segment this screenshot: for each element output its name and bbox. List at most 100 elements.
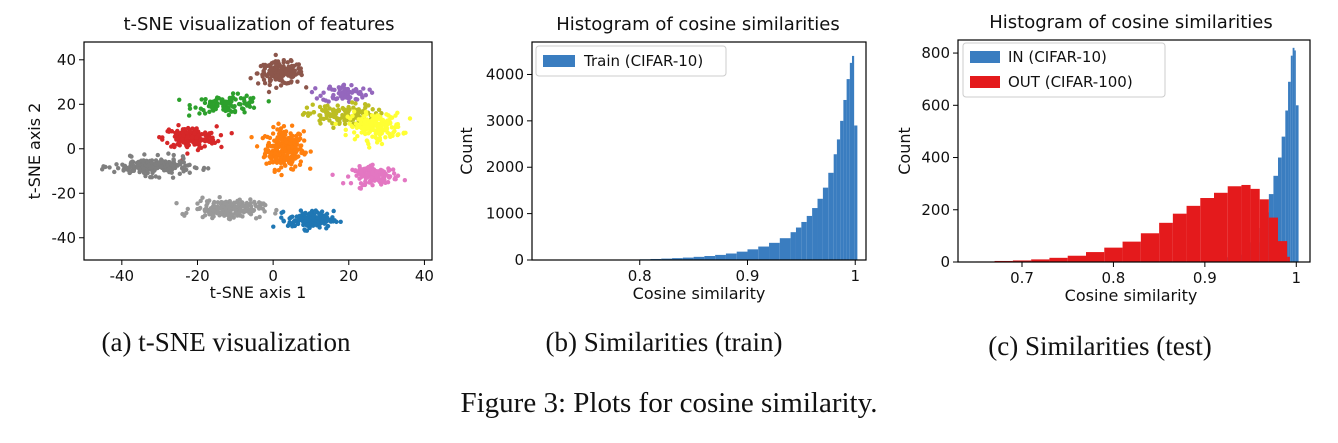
tsne-point [166, 151, 171, 156]
test-legend-in-label: IN (CIFAR-10) [1008, 48, 1107, 66]
tsne-point [223, 106, 229, 112]
tsne-point [160, 137, 165, 142]
tsne-point [298, 143, 303, 148]
tsne-point [370, 127, 375, 132]
tsne-point [189, 134, 195, 140]
tsne-point [174, 137, 179, 142]
tsne-point [280, 79, 285, 84]
tsne-point [300, 112, 306, 117]
tsne-point [156, 175, 162, 180]
tsne-point [197, 111, 202, 116]
tsne-point [407, 116, 413, 121]
tsne-point [279, 75, 284, 80]
hist-bar [1241, 184, 1251, 262]
tsne-point [330, 112, 335, 117]
tsne-point [279, 70, 284, 75]
tsne-point [248, 96, 253, 101]
tsne-point [267, 79, 273, 84]
train-legend-swatch [543, 55, 575, 67]
tsne-point [353, 168, 358, 173]
tsne-point [290, 144, 295, 150]
tsne-point [112, 169, 117, 175]
tsne-point [285, 60, 290, 65]
tsne-point [326, 99, 331, 104]
tsne-point [322, 104, 328, 109]
test-hist-y-tick-label: 800 [921, 44, 950, 62]
tsne-point [271, 224, 276, 229]
tsne-point [317, 104, 323, 110]
tsne-x-ticks: -40 -20 0 20 40 [110, 260, 434, 285]
hist-bar [1067, 255, 1086, 262]
hist-bar [682, 257, 694, 260]
tsne-point [205, 200, 210, 206]
tsne-point [202, 137, 207, 142]
tsne-point [275, 135, 280, 140]
tsne-point [389, 125, 395, 130]
tsne-point [198, 198, 203, 204]
tsne-point [199, 97, 204, 102]
tsne-point [292, 139, 297, 145]
tsne-point [187, 103, 192, 108]
tsne-point [392, 128, 397, 134]
tsne-y-tick-label: -40 [52, 229, 77, 247]
tsne-point [321, 97, 326, 102]
tsne-y-tick-label: 20 [57, 95, 76, 113]
tsne-point [362, 119, 367, 124]
train-hist-bars [639, 55, 858, 261]
tsne-point [268, 151, 273, 156]
tsne-point [308, 149, 313, 154]
tsne-point [201, 108, 206, 113]
tsne-point [273, 59, 278, 64]
tsne-point [273, 150, 278, 156]
tsne-point [249, 99, 255, 104]
tsne-point [202, 100, 208, 106]
tsne-point [232, 205, 237, 210]
hist-bar [1012, 260, 1032, 262]
tsne-point [341, 82, 347, 88]
hist-bar [1278, 241, 1288, 262]
tsne-point [146, 163, 151, 168]
train-hist-title: Histogram of cosine similarities [556, 14, 840, 35]
tsne-point [362, 101, 368, 107]
test-legend-out-swatch [970, 76, 1000, 88]
tsne-point [288, 215, 294, 220]
tsne-axes-frame [83, 41, 433, 261]
tsne-point [187, 170, 192, 175]
tsne-point [333, 121, 338, 127]
tsne-point [126, 168, 132, 173]
hist-bar [747, 249, 759, 260]
hist-bar [1159, 222, 1173, 262]
tsne-point [336, 85, 342, 90]
tsne-point [181, 156, 186, 161]
tsne-point [380, 122, 385, 127]
hist-bar [1140, 233, 1160, 262]
tsne-point [193, 105, 198, 110]
tsne-point [341, 86, 347, 91]
hist-bar [812, 208, 818, 260]
tsne-point [286, 150, 291, 155]
tsne-point [200, 214, 205, 220]
hist-bar [1104, 247, 1123, 262]
tsne-point [226, 112, 232, 118]
tsne-point [261, 68, 266, 74]
test-hist-x-tick-label: 0.7 [1010, 269, 1034, 287]
tsne-point [367, 145, 372, 150]
hist-bar [1172, 213, 1187, 262]
tsne-point [271, 73, 276, 79]
tsne-point [176, 122, 181, 128]
tsne-point [143, 173, 148, 179]
tsne-point [168, 162, 174, 167]
tsne-point [327, 106, 332, 111]
tsne-point [177, 171, 182, 177]
tsne-point [377, 137, 383, 143]
tsne-point [288, 141, 293, 146]
tsne-point [244, 200, 250, 206]
tsne-point [369, 175, 374, 181]
tsne-point [249, 206, 254, 212]
tsne-point [302, 228, 308, 233]
hist-bar [790, 232, 796, 260]
tsne-point [363, 131, 368, 137]
tsne-point [379, 111, 384, 116]
tsne-point [292, 148, 298, 154]
tsne-point [193, 139, 198, 145]
